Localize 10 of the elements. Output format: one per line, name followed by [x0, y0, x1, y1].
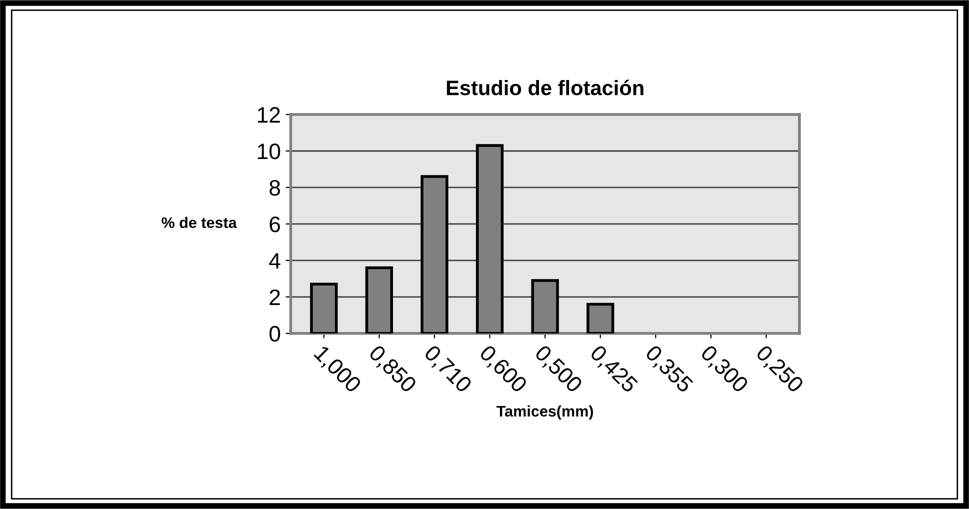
y-axis-title: % de testa: [162, 216, 237, 228]
y-tick-label: 6: [270, 216, 280, 232]
y-tick-label: 0: [269, 326, 280, 342]
y-tick-label: 10: [258, 144, 280, 160]
chart-title: Estudio de flotación: [446, 80, 644, 96]
y-tick-label: 4: [269, 253, 280, 268]
y-tick-label: 2: [270, 289, 280, 305]
y-tick-label: 8: [270, 180, 280, 196]
x-axis-title: Tamices(mm): [496, 405, 593, 420]
y-tick-label: 12: [258, 107, 280, 123]
